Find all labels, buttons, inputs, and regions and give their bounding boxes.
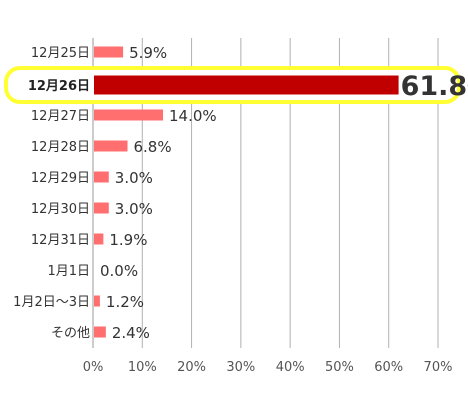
category-label: 12月25日 xyxy=(31,46,90,61)
value-labels: 5.9% 61.8% 14.0% 6.8% 3.0% 3.0% 1.9% 0.0% 1.2% 2.… xyxy=(100,44,468,342)
bar xyxy=(94,233,104,245)
value-label: 0.0% xyxy=(100,262,138,280)
value-label: 14.0% xyxy=(169,107,217,125)
value-label: 1.2% xyxy=(106,293,144,311)
bar xyxy=(94,171,109,183)
bar xyxy=(94,295,100,307)
value-label: 6.8% xyxy=(134,138,172,156)
category-label: 1月1日 xyxy=(47,264,90,279)
x-tick-label: 0% xyxy=(83,360,104,375)
category-label: 12月27日 xyxy=(31,109,90,124)
category-label: 12月26日 xyxy=(28,79,90,94)
category-label: 12月29日 xyxy=(31,171,90,186)
bar xyxy=(94,140,128,152)
value-number: 61.8 xyxy=(401,71,468,102)
bar xyxy=(94,202,109,214)
value-label: 5.9% xyxy=(129,44,167,62)
category-label: その他 xyxy=(51,326,90,341)
bar xyxy=(94,46,124,58)
category-labels: 12月25日 12月26日 12月27日 12月28日 12月29日 12月30日 12月3… xyxy=(13,46,90,341)
x-tick-label: 10% xyxy=(128,360,157,375)
value-label: 2.4% xyxy=(112,324,150,342)
value-label: 1.9% xyxy=(109,231,147,249)
category-label: 12月30日 xyxy=(31,202,90,217)
category-label: 12月31日 xyxy=(31,233,90,248)
value-label: 3.0% xyxy=(115,200,153,218)
x-tick-label: 50% xyxy=(325,360,354,375)
x-axis-ticks: 0% 10% 20% 30% 40% 50% 60% 70% xyxy=(83,360,453,375)
bar xyxy=(94,326,106,338)
value-label: 3.0% xyxy=(115,169,153,187)
x-tick-label: 20% xyxy=(177,360,206,375)
x-tick-label: 60% xyxy=(374,360,403,375)
x-tick-label: 30% xyxy=(226,360,255,375)
bar xyxy=(94,109,163,121)
category-label: 12月28日 xyxy=(31,140,90,155)
bar xyxy=(94,75,399,95)
value-label-highlight: 61.8% xyxy=(401,71,468,102)
bars xyxy=(94,46,399,338)
category-label: 1月2日〜3日 xyxy=(13,295,90,310)
x-tick-label: 70% xyxy=(424,360,453,375)
x-tick-label: 40% xyxy=(276,360,305,375)
